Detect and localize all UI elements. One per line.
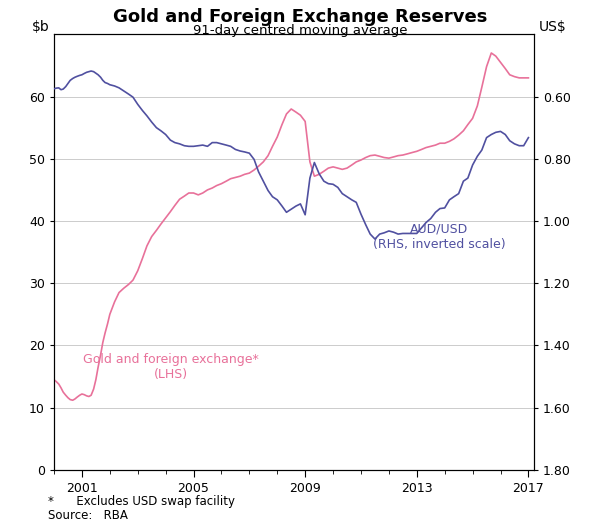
Text: *      Excludes USD swap facility: * Excludes USD swap facility <box>48 495 235 508</box>
Text: Gold and foreign exchange*
(LHS): Gold and foreign exchange* (LHS) <box>83 353 259 381</box>
Text: Source:   RBA: Source: RBA <box>48 508 128 522</box>
Text: $b: $b <box>31 20 49 34</box>
Text: AUD/USD
(RHS, inverted scale): AUD/USD (RHS, inverted scale) <box>373 223 505 251</box>
Text: Gold and Foreign Exchange Reserves: Gold and Foreign Exchange Reserves <box>113 8 487 26</box>
Text: 91-day centred moving average: 91-day centred moving average <box>193 24 407 37</box>
Text: US$: US$ <box>539 20 566 34</box>
